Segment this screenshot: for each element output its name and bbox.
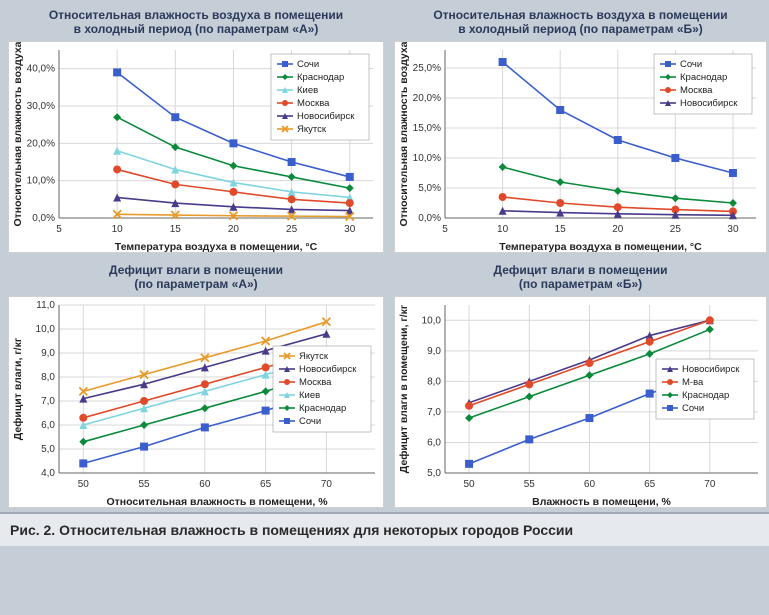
svg-text:50: 50 xyxy=(464,479,476,490)
svg-text:5,0: 5,0 xyxy=(41,444,55,455)
svg-text:70: 70 xyxy=(704,479,716,490)
svg-text:15: 15 xyxy=(555,224,567,235)
svg-text:7,0: 7,0 xyxy=(427,406,441,417)
svg-text:Температура воздуха в помещени: Температура воздуха в помещении, °С xyxy=(499,241,702,253)
svg-text:М-ва: М-ва xyxy=(682,377,704,388)
panel-humidity-a: Относительная влажность воздуха в помеще… xyxy=(8,8,384,253)
svg-text:Якутск: Якутск xyxy=(297,124,327,135)
svg-text:6,0: 6,0 xyxy=(427,437,441,448)
svg-text:Сочи: Сочи xyxy=(682,403,704,414)
svg-text:Дефицит влаги, г/кг: Дефицит влаги, г/кг xyxy=(12,337,24,440)
svg-text:55: 55 xyxy=(524,479,536,490)
svg-text:4,0: 4,0 xyxy=(41,468,55,479)
svg-text:Относительная влажность в поме: Относительная влажность в помещени, % xyxy=(106,496,328,508)
svg-text:Краснодар: Краснодар xyxy=(680,72,727,83)
svg-text:8,0: 8,0 xyxy=(41,372,55,383)
chart-title: Относительная влажность воздуха в помеще… xyxy=(8,8,384,37)
svg-text:60: 60 xyxy=(199,479,211,490)
panel-deficit-b: Дефицит влаги в помещении(по параметрам … xyxy=(394,263,767,508)
svg-text:7,0: 7,0 xyxy=(41,396,55,407)
svg-text:20,0%: 20,0% xyxy=(413,93,441,104)
svg-text:20: 20 xyxy=(612,224,624,235)
svg-text:Дефицит влаги в помещени, г/кг: Дефицит влаги в помещени, г/кг xyxy=(398,304,410,473)
svg-text:30,0%: 30,0% xyxy=(27,101,55,112)
svg-text:5: 5 xyxy=(56,224,62,235)
svg-text:Температура воздуха в помещени: Температура воздуха в помещении, °С xyxy=(115,241,318,253)
chart-area: 0,0% 10,0% 20,0% 30,0% 40,0% 5 10 15 20 25 30 Темпе… xyxy=(8,41,384,253)
svg-text:60: 60 xyxy=(584,479,596,490)
svg-text:10,0%: 10,0% xyxy=(413,153,441,164)
svg-text:15: 15 xyxy=(170,224,182,235)
svg-text:Киев: Киев xyxy=(297,85,318,96)
svg-text:25,0%: 25,0% xyxy=(413,63,441,74)
svg-text:15,0%: 15,0% xyxy=(413,123,441,134)
svg-text:20,0%: 20,0% xyxy=(27,138,55,149)
svg-text:Краснодар: Краснодар xyxy=(682,390,729,401)
svg-text:Относительная влажность воздух: Относительная влажность воздуха xyxy=(12,42,24,227)
svg-text:40,0%: 40,0% xyxy=(27,63,55,74)
svg-text:Краснодар: Краснодар xyxy=(299,403,346,414)
svg-text:Москва: Москва xyxy=(299,377,332,388)
svg-text:11,0: 11,0 xyxy=(36,300,55,311)
svg-text:9,0: 9,0 xyxy=(41,348,55,359)
svg-text:30: 30 xyxy=(344,224,356,235)
svg-text:65: 65 xyxy=(260,479,272,490)
panel-deficit-a: Дефицит влаги в помещении(по параметрам … xyxy=(8,263,384,508)
svg-text:10,0: 10,0 xyxy=(422,315,442,326)
svg-text:65: 65 xyxy=(644,479,656,490)
svg-text:Новосибирск: Новосибирск xyxy=(682,364,740,375)
svg-text:9,0: 9,0 xyxy=(427,345,441,356)
svg-text:5: 5 xyxy=(442,224,448,235)
chart-title: Дефицит влаги в помещении(по параметрам … xyxy=(394,263,767,292)
svg-text:10,0: 10,0 xyxy=(36,324,56,335)
chart-title: Относительная влажность воздуха в помеще… xyxy=(394,8,767,37)
svg-text:Якутск: Якутск xyxy=(299,351,329,362)
svg-text:20: 20 xyxy=(228,224,240,235)
svg-text:10: 10 xyxy=(112,224,124,235)
svg-text:8,0: 8,0 xyxy=(427,376,441,387)
svg-text:30: 30 xyxy=(727,224,739,235)
svg-text:Сочи: Сочи xyxy=(299,416,321,427)
svg-text:25: 25 xyxy=(286,224,298,235)
panel-humidity-b: Относительная влажность воздуха в помеще… xyxy=(394,8,767,253)
svg-text:Киев: Киев xyxy=(299,390,320,401)
svg-text:Сочи: Сочи xyxy=(297,59,319,70)
chart-area: 0,0% 5,0% 10,0% 15,0% 20,0% 25,0% 5 10 15 20 25 30 Т… xyxy=(394,41,767,253)
figure-caption: Рис. 2. Относительная влажность в помеще… xyxy=(0,512,769,546)
chart-area: 4,0 5,0 6,0 7,0 8,0 9,0 10,0 11,0 50 55 60 65 70 Отно… xyxy=(8,296,384,508)
svg-text:5,0: 5,0 xyxy=(427,468,441,479)
svg-text:10,0%: 10,0% xyxy=(27,175,55,186)
chart-grid: Относительная влажность воздуха в помеще… xyxy=(0,0,769,512)
svg-text:6,0: 6,0 xyxy=(41,420,55,431)
chart-area: 5,0 6,0 7,0 8,0 9,0 10,0 50 55 60 65 70 Влажность в… xyxy=(394,296,767,508)
svg-text:25: 25 xyxy=(670,224,682,235)
svg-text:10: 10 xyxy=(497,224,509,235)
svg-text:0,0%: 0,0% xyxy=(32,213,55,224)
svg-text:Новосибирск: Новосибирск xyxy=(299,364,357,375)
svg-text:Москва: Москва xyxy=(680,85,713,96)
svg-text:Москва: Москва xyxy=(297,98,330,109)
svg-text:55: 55 xyxy=(139,479,151,490)
svg-text:70: 70 xyxy=(321,479,333,490)
svg-text:5,0%: 5,0% xyxy=(418,183,441,194)
svg-text:50: 50 xyxy=(78,479,90,490)
svg-text:Новосибирск: Новосибирск xyxy=(680,98,738,109)
svg-text:0,0%: 0,0% xyxy=(418,213,441,224)
svg-text:Новосибирск: Новосибирск xyxy=(297,111,355,122)
chart-title: Дефицит влаги в помещении(по параметрам … xyxy=(8,263,384,292)
svg-text:Краснодар: Краснодар xyxy=(297,72,344,83)
svg-text:Влажность в помещени, %: Влажность в помещени, % xyxy=(532,496,671,508)
svg-text:Относительная влажность воздух: Относительная влажность воздуха xyxy=(398,42,410,227)
svg-text:Сочи: Сочи xyxy=(680,59,702,70)
